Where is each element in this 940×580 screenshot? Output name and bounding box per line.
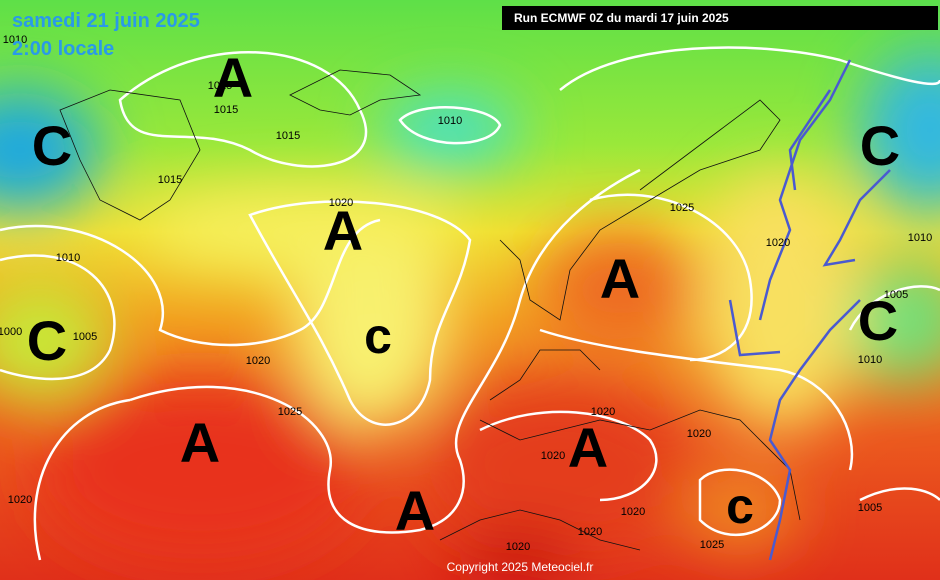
isobar-label: 1010 — [56, 252, 80, 264]
isobar-label: 1025 — [670, 202, 694, 214]
isobar-label: 1000 — [0, 326, 22, 338]
high-center: A — [180, 411, 220, 474]
isobar-label: 1015 — [158, 174, 182, 186]
isobar-label: 1015 — [276, 130, 300, 142]
low-center: C — [27, 309, 67, 372]
high-center: A — [395, 479, 435, 542]
coastlines — [59, 69, 801, 551]
isobar-label: 1020 — [766, 237, 790, 249]
isobar-label: 1020 — [541, 450, 565, 462]
low-center: C — [32, 114, 72, 177]
isobar-label: 1020 — [329, 197, 353, 209]
high-center: A — [213, 46, 253, 109]
isobar-label: 1020 — [506, 541, 530, 553]
fronts — [728, 59, 891, 561]
isobar-label: 1005 — [858, 502, 882, 514]
copyright: Copyright 2025 Meteociel.fr — [447, 560, 594, 574]
isobar-label: 1015 — [214, 104, 238, 116]
isobar-label: 1010 — [908, 232, 932, 244]
isobar-label: 1010 — [858, 354, 882, 366]
isobar-labels: 1015 1015 1015 1015 1010 1020 1025 1020 … — [0, 34, 932, 553]
high-center: A — [568, 416, 608, 479]
isobars — [0, 46, 940, 561]
isobar-label: 1020 — [687, 428, 711, 440]
isobar-label: 1005 — [884, 289, 908, 301]
run-label: Run ECMWF 0Z du mardi 17 juin 2025 — [514, 11, 729, 25]
run-banner — [502, 6, 938, 30]
isobar-label: 1010 — [438, 115, 462, 127]
date-label: samedi 21 juin 2025 — [12, 10, 200, 32]
isobar-label: 1010 — [3, 34, 27, 46]
isobar-label: 1020 — [591, 406, 615, 418]
low-center: C — [860, 114, 900, 177]
isobar-label: 1005 — [73, 331, 97, 343]
low-center: c — [726, 478, 754, 534]
high-center: A — [600, 247, 640, 310]
isobar-label: 1025 — [700, 539, 724, 551]
low-center: c — [364, 308, 392, 364]
isobar-label: 1025 — [278, 406, 302, 418]
pressure-centers: A C A C c A C C A A A c — [27, 46, 900, 542]
isobar-label: 1020 — [578, 526, 602, 538]
low-center: C — [858, 289, 898, 352]
high-center: A — [323, 199, 363, 262]
isobar-label: 1015 — [208, 80, 232, 92]
isobar-label: 1020 — [621, 506, 645, 518]
isobar-label: 1020 — [246, 355, 270, 367]
isobar-label: 1020 — [8, 494, 32, 506]
time-label: 2:00 locale — [12, 38, 114, 60]
